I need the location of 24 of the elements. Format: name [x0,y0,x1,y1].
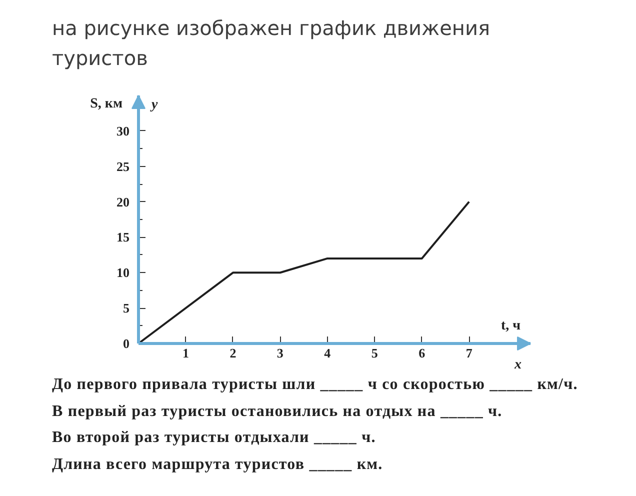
text: До первого привала туристы шли _____ ч со скоростью _____ км/ч. [52,375,578,395]
y-tick-label: 10 [116,265,130,280]
x-tick-label: 5 [371,346,378,360]
x-tick-label: 1 [182,346,189,360]
y-tick-label: 5 [123,300,130,316]
chart-title: на рисунке изображен график движения туристов [51,15,491,72]
text: Во второй раз туристы отдыхали _____ ч. [52,428,377,448]
y-tick-label: 25 [116,158,130,174]
y-tick-label: 15 [116,230,130,245]
y-axis-title: S, км [90,96,123,112]
annotation: y [150,98,158,112]
x-tick-label: 6 [418,346,426,360]
x-tick-label: 4 [324,346,332,360]
x-tick-label: 2 [230,346,236,360]
y-tick-label: 20 [116,194,130,210]
x-tick-label: 3 [276,346,284,360]
x-axis-title: t, ч [500,318,521,334]
x-tick-label: 7 [466,346,473,360]
text: В первый раз туристы остановились на отдых на _____ ч. [52,402,504,422]
y-tick-label: 0 [123,336,130,351]
y-tick-label: 30 [116,123,130,138]
text: Длина всего маршрута туристов _____ км. [52,454,384,474]
text: x [514,358,522,372]
line-series [138,200,470,344]
